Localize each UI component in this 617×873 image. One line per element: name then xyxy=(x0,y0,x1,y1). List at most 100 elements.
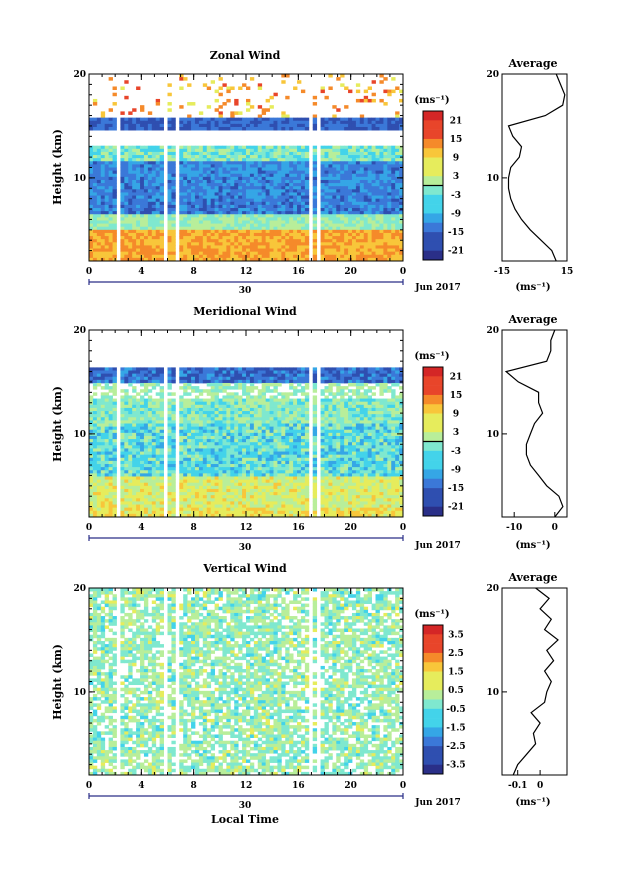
heatmap-cell xyxy=(391,236,396,240)
heatmap-cell xyxy=(194,435,200,440)
heatmap-cell xyxy=(198,414,204,418)
heatmap-cell xyxy=(257,242,263,246)
heatmap-cell xyxy=(124,173,129,178)
heatmap-cell xyxy=(214,208,219,212)
heatmap-cell xyxy=(194,370,200,375)
heatmap-cell xyxy=(226,236,231,240)
heatmap-cell xyxy=(363,407,369,412)
heatmap-cell xyxy=(155,226,161,231)
heatmap-cell xyxy=(120,211,125,215)
heatmap-cell xyxy=(183,426,188,431)
heatmap-cell xyxy=(198,223,204,228)
heatmap-cell xyxy=(167,183,172,187)
heatmap-cell xyxy=(159,198,164,203)
heatmap-cell xyxy=(246,145,251,150)
heatmap-cell xyxy=(214,198,219,203)
heatmap-cell xyxy=(320,435,325,440)
heatmap-cell xyxy=(277,432,282,437)
heatmap-cell xyxy=(242,376,247,381)
heatmap-cell xyxy=(363,145,369,150)
heatmap-cell xyxy=(226,435,231,440)
heatmap-cell xyxy=(399,245,404,249)
heatmap-cell xyxy=(108,376,113,381)
heatmap-cell xyxy=(132,411,137,415)
heatmap-cell xyxy=(198,179,204,184)
heatmap-cell xyxy=(183,429,188,434)
heatmap-cell xyxy=(359,257,365,262)
heatmap-cell xyxy=(351,248,357,253)
heatmap-cell xyxy=(387,151,392,156)
heatmap-cell xyxy=(395,404,400,409)
heatmap-cell xyxy=(261,155,267,159)
heatmap-cell xyxy=(371,92,376,97)
heatmap-cell xyxy=(96,426,102,431)
heatmap-cell xyxy=(332,414,337,418)
heatmap-cell xyxy=(289,123,294,128)
heatmap-cell xyxy=(143,201,149,206)
heatmap-cell xyxy=(293,379,298,384)
heatmap-cell xyxy=(100,226,106,231)
heatmap-cell xyxy=(344,201,349,206)
heatmap-cell xyxy=(395,126,400,131)
heatmap-cell xyxy=(277,417,282,421)
heatmap-cell xyxy=(261,126,267,131)
heatmap-cell xyxy=(340,179,345,184)
heatmap-cell xyxy=(304,414,310,418)
heatmap-cell xyxy=(89,192,94,196)
heatmap-cell xyxy=(132,229,137,234)
heatmap-cell xyxy=(124,179,129,184)
heatmap-cell xyxy=(171,145,176,150)
heatmap-cell xyxy=(253,155,259,159)
heatmap-cell xyxy=(218,173,223,178)
heatmap-cell xyxy=(328,117,333,122)
heatmap-cell xyxy=(194,145,200,150)
heatmap-cell xyxy=(355,420,361,424)
heatmap-cell xyxy=(183,376,188,381)
heatmap-cell xyxy=(265,426,270,431)
heatmap-cell xyxy=(293,192,298,196)
heatmap-cell xyxy=(206,211,212,215)
heatmap-cell xyxy=(124,120,129,125)
heatmap-cell xyxy=(187,114,192,119)
heatmap-cell xyxy=(210,367,216,371)
heatmap-cell xyxy=(391,239,396,243)
heatmap-cell xyxy=(187,176,192,181)
heatmap-cell xyxy=(96,417,102,421)
heatmap-cell xyxy=(249,173,255,178)
heatmap-cell xyxy=(143,435,149,440)
heatmap-cell xyxy=(281,211,286,215)
heatmap-cell xyxy=(140,229,145,234)
heatmap-cell xyxy=(379,195,384,200)
heatmap-cell xyxy=(159,164,164,168)
heatmap-cell xyxy=(320,198,325,203)
heatmap-cell xyxy=(143,251,149,256)
heatmap-cell xyxy=(257,414,263,418)
heatmap-cell xyxy=(214,407,219,412)
heatmap-cell xyxy=(351,401,357,406)
heatmap-cell xyxy=(124,423,129,428)
heatmap-cell xyxy=(395,236,400,240)
heatmap-cell xyxy=(304,161,310,165)
heatmap-cell xyxy=(312,211,318,215)
heatmap-cell xyxy=(336,120,341,125)
heatmap-cell xyxy=(92,211,98,215)
heatmap-cell xyxy=(269,161,274,165)
heatmap-cell xyxy=(363,201,369,206)
heatmap-cell xyxy=(249,105,255,109)
heatmap-cell xyxy=(155,117,161,122)
heatmap-cell xyxy=(155,204,161,209)
heatmap-cell xyxy=(92,167,98,172)
heatmap-cell xyxy=(191,379,196,384)
heatmap-cell xyxy=(383,386,388,390)
heatmap-cell xyxy=(328,376,333,381)
heatmap-cell xyxy=(375,161,380,165)
heatmap-cell xyxy=(167,417,172,421)
heatmap-cell xyxy=(332,183,337,187)
heatmap-cell xyxy=(379,183,384,187)
heatmap-cell xyxy=(344,117,349,122)
heatmap-cell xyxy=(359,155,365,159)
heatmap-cell xyxy=(336,183,341,187)
heatmap-cell xyxy=(242,251,247,256)
heatmap-cell xyxy=(324,173,329,178)
heatmap-cell xyxy=(147,161,153,165)
